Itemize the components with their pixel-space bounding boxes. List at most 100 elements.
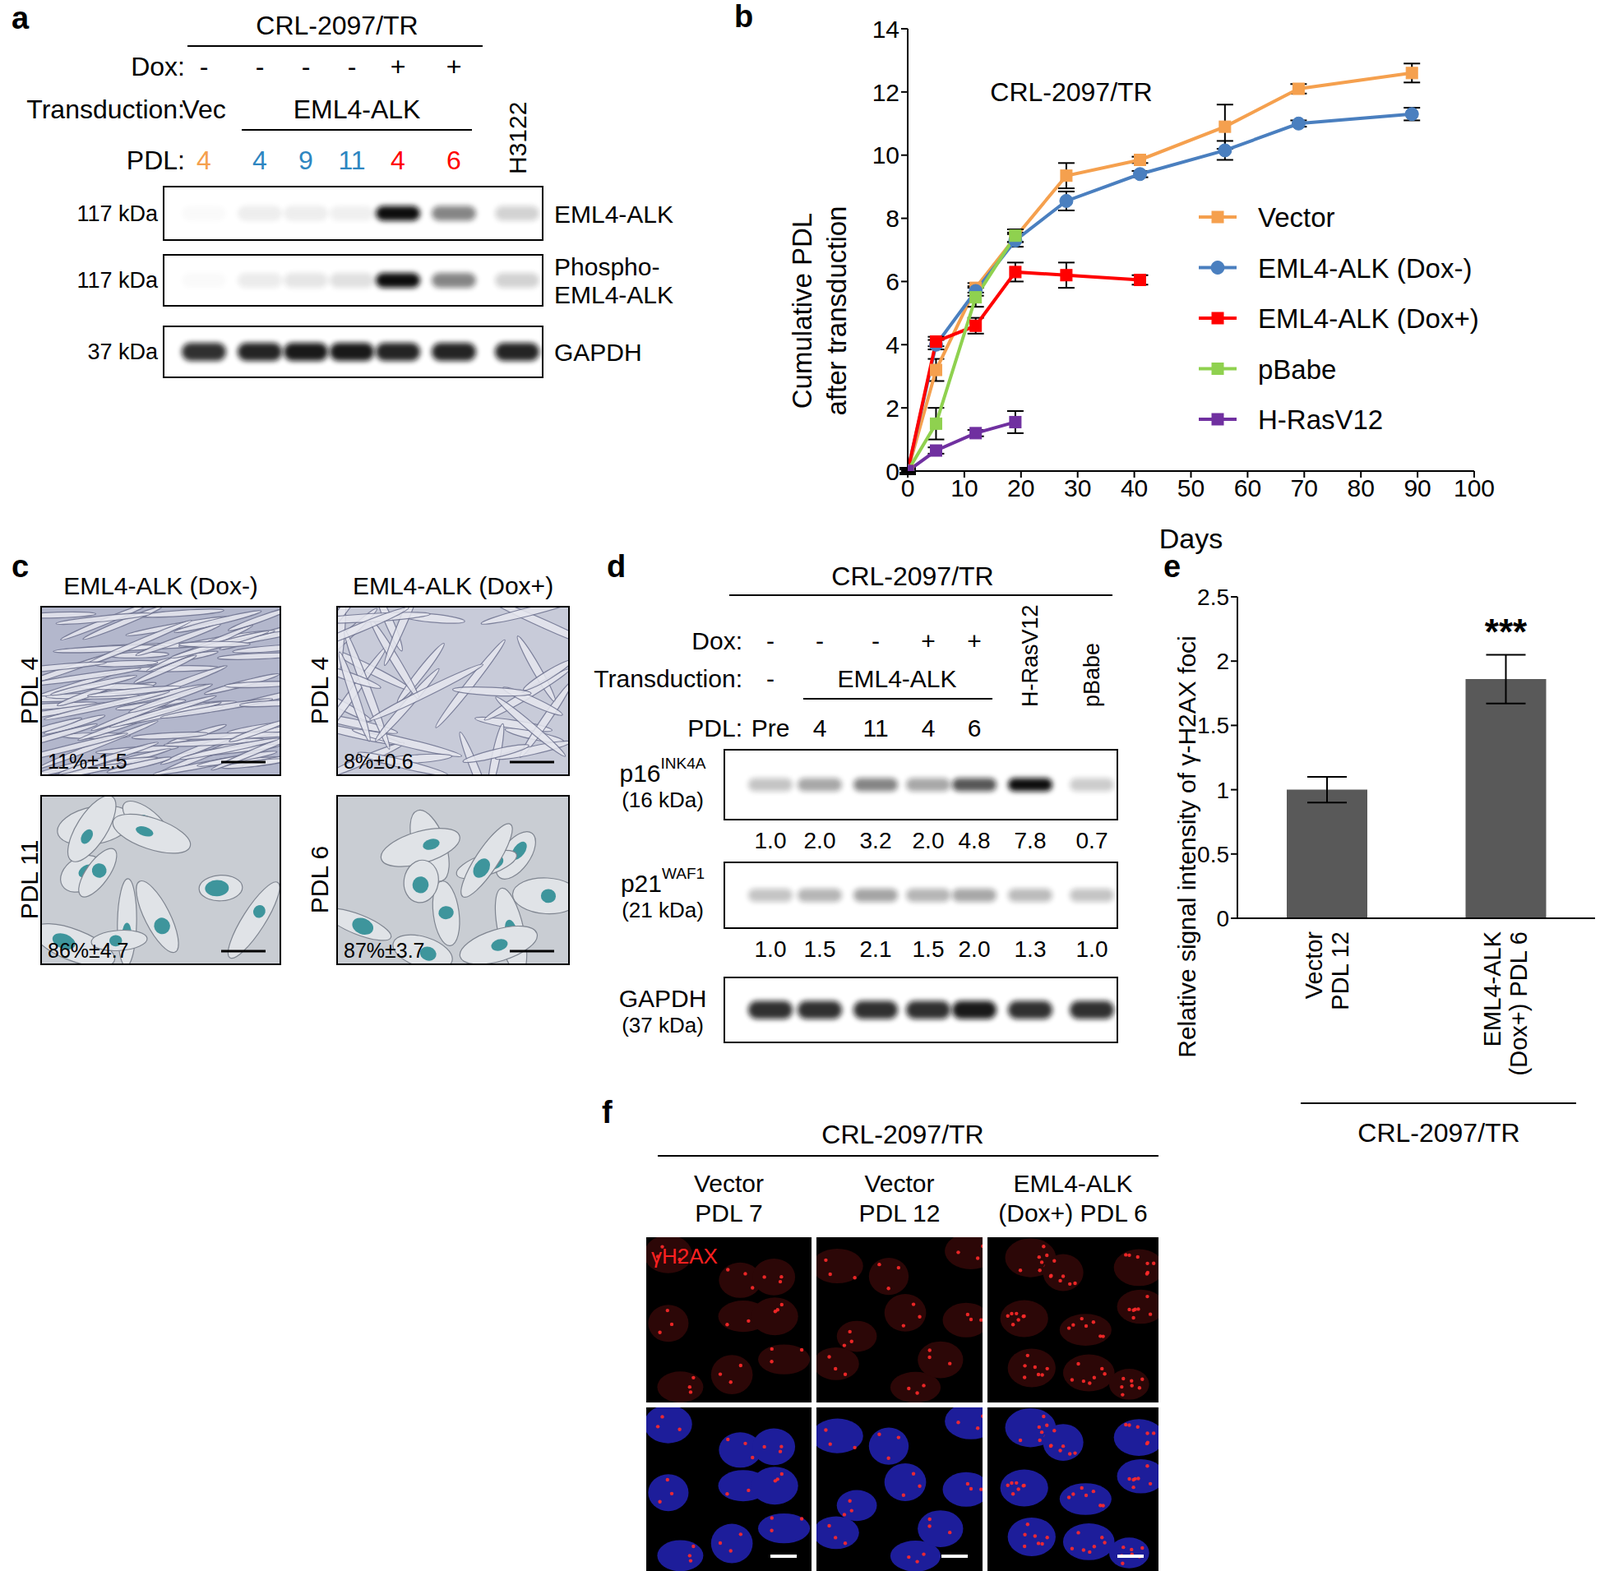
svg-text:H-RasV12: H-RasV12 [1017,604,1043,708]
svg-text:-: - [347,51,357,82]
svg-text:p16INK4A: p16INK4A [619,753,707,787]
svg-text:PDL 4: PDL 4 [15,656,43,725]
svg-text:4: 4 [813,714,828,742]
svg-text:11: 11 [337,145,366,176]
svg-text:PDL:: PDL: [126,145,185,176]
svg-text:+: + [920,627,936,655]
svg-text:2: 2 [885,394,900,422]
svg-text:d: d [606,549,626,584]
svg-text:1: 1 [1216,777,1230,804]
svg-text:***: *** [1484,611,1528,653]
svg-text:6: 6 [446,145,462,176]
svg-text:90: 90 [1403,474,1431,502]
svg-text:Relative signal intensity of γ: Relative signal intensity of γ-H2AX foci [1173,635,1201,1059]
svg-text:pBabe: pBabe [1257,353,1337,384]
svg-text:(21 kDa): (21 kDa) [621,897,704,923]
svg-text:+: + [966,627,982,655]
svg-text:GAPDH: GAPDH [554,338,643,366]
svg-text:Transduction:: Transduction: [593,665,743,693]
svg-text:p21WAF1: p21WAF1 [620,864,705,898]
svg-text:11%±1.5: 11%±1.5 [47,749,128,773]
svg-text:20: 20 [1007,474,1035,502]
svg-text:PDL:: PDL: [687,714,743,742]
svg-text:CRL-2097/TR: CRL-2097/TR [989,77,1152,107]
svg-text:EML4-ALK (Dox+): EML4-ALK (Dox+) [1257,303,1480,334]
svg-text:Days: Days [1159,522,1223,555]
svg-text:40: 40 [1120,474,1148,502]
svg-text:1.5: 1.5 [912,936,945,962]
svg-text:Dox:: Dox: [691,627,743,655]
svg-text:EML4-ALK: EML4-ALK [554,199,674,227]
svg-text:Pre: Pre [751,714,791,742]
svg-text:H-RasV12: H-RasV12 [1257,404,1383,435]
svg-text:EML4-ALK (Dox+): EML4-ALK (Dox+) [352,572,554,600]
svg-text:+: + [446,51,463,82]
svg-text:4: 4 [885,331,900,359]
svg-text:8%±0.6: 8%±0.6 [343,749,414,773]
svg-text:1.0: 1.0 [754,827,787,854]
svg-text:2.0: 2.0 [804,827,837,854]
svg-text:+: + [390,51,407,82]
svg-text:1.0: 1.0 [754,936,787,962]
svg-text:CRL-2097/TR: CRL-2097/TR [255,10,418,41]
svg-text:80: 80 [1347,474,1375,502]
svg-text:2: 2 [1216,648,1230,675]
svg-text:4: 4 [390,145,406,176]
svg-text:EML4-ALK(Dox+) PDL 6: EML4-ALK(Dox+) PDL 6 [998,1169,1147,1227]
svg-text:11: 11 [862,714,888,742]
svg-text:10: 10 [872,141,900,169]
svg-text:117 kDa: 117 kDa [76,268,159,293]
svg-text:7.8: 7.8 [1014,827,1047,854]
svg-text:Vec: Vec [181,94,226,125]
svg-text:Cumulative PDLafter transducti: Cumulative PDLafter transduction [786,206,851,417]
svg-text:CRL-2097/TR: CRL-2097/TR [1357,1118,1520,1148]
svg-text:pBabe: pBabe [1079,642,1105,708]
svg-text:-: - [766,665,775,693]
svg-text:4: 4 [196,145,212,176]
svg-text:γH2AX: γH2AX [651,1243,718,1269]
svg-text:EML4-ALK (Dox-): EML4-ALK (Dox-) [1257,252,1472,283]
svg-text:EML4-ALK: EML4-ALK [293,94,421,125]
svg-text:H3122: H3122 [504,101,532,175]
svg-text:1.0: 1.0 [1076,936,1109,962]
svg-text:c: c [11,549,29,584]
svg-text:VectorPDL 7: VectorPDL 7 [693,1169,764,1227]
svg-text:6: 6 [885,268,900,296]
svg-text:117 kDa: 117 kDa [76,201,159,227]
svg-text:4.8: 4.8 [958,827,991,854]
svg-text:12: 12 [872,78,900,107]
svg-text:f: f [601,1095,613,1130]
svg-text:PDL 6: PDL 6 [305,846,333,914]
svg-text:0: 0 [885,457,900,486]
svg-text:37 kDa: 37 kDa [87,339,159,365]
svg-text:0.5: 0.5 [1197,841,1230,868]
svg-text:VectorPDL 12: VectorPDL 12 [1300,931,1354,1011]
svg-text:0: 0 [1216,906,1230,932]
svg-text:0: 0 [901,474,916,502]
svg-text:VectorPDL 12: VectorPDL 12 [859,1169,941,1227]
svg-text:-: - [871,627,880,655]
svg-text:2.0: 2.0 [912,827,945,854]
svg-text:50: 50 [1177,474,1205,502]
svg-text:100: 100 [1453,474,1495,502]
svg-text:b: b [734,0,754,34]
svg-text:87%±3.7: 87%±3.7 [343,938,426,962]
svg-text:60: 60 [1234,474,1262,502]
svg-text:Transduction:: Transduction: [26,94,185,125]
svg-text:Phospho-EML4-ALK: Phospho-EML4-ALK [554,252,674,309]
svg-text:14: 14 [872,15,900,43]
svg-text:4: 4 [921,714,936,742]
svg-text:-: - [199,51,209,82]
svg-text:10: 10 [950,474,978,502]
svg-text:GAPDH: GAPDH [619,984,708,1012]
svg-text:(16 kDa): (16 kDa) [621,787,704,813]
svg-text:9: 9 [298,145,314,176]
svg-text:CRL-2097/TR: CRL-2097/TR [831,561,994,592]
svg-text:1.5: 1.5 [1197,712,1230,739]
svg-text:2.1: 2.1 [860,936,893,962]
svg-text:1.3: 1.3 [1014,936,1047,962]
svg-text:-: - [301,51,311,82]
svg-text:e: e [1163,549,1181,584]
svg-text:Vector: Vector [1257,202,1336,233]
svg-text:6: 6 [967,714,982,742]
